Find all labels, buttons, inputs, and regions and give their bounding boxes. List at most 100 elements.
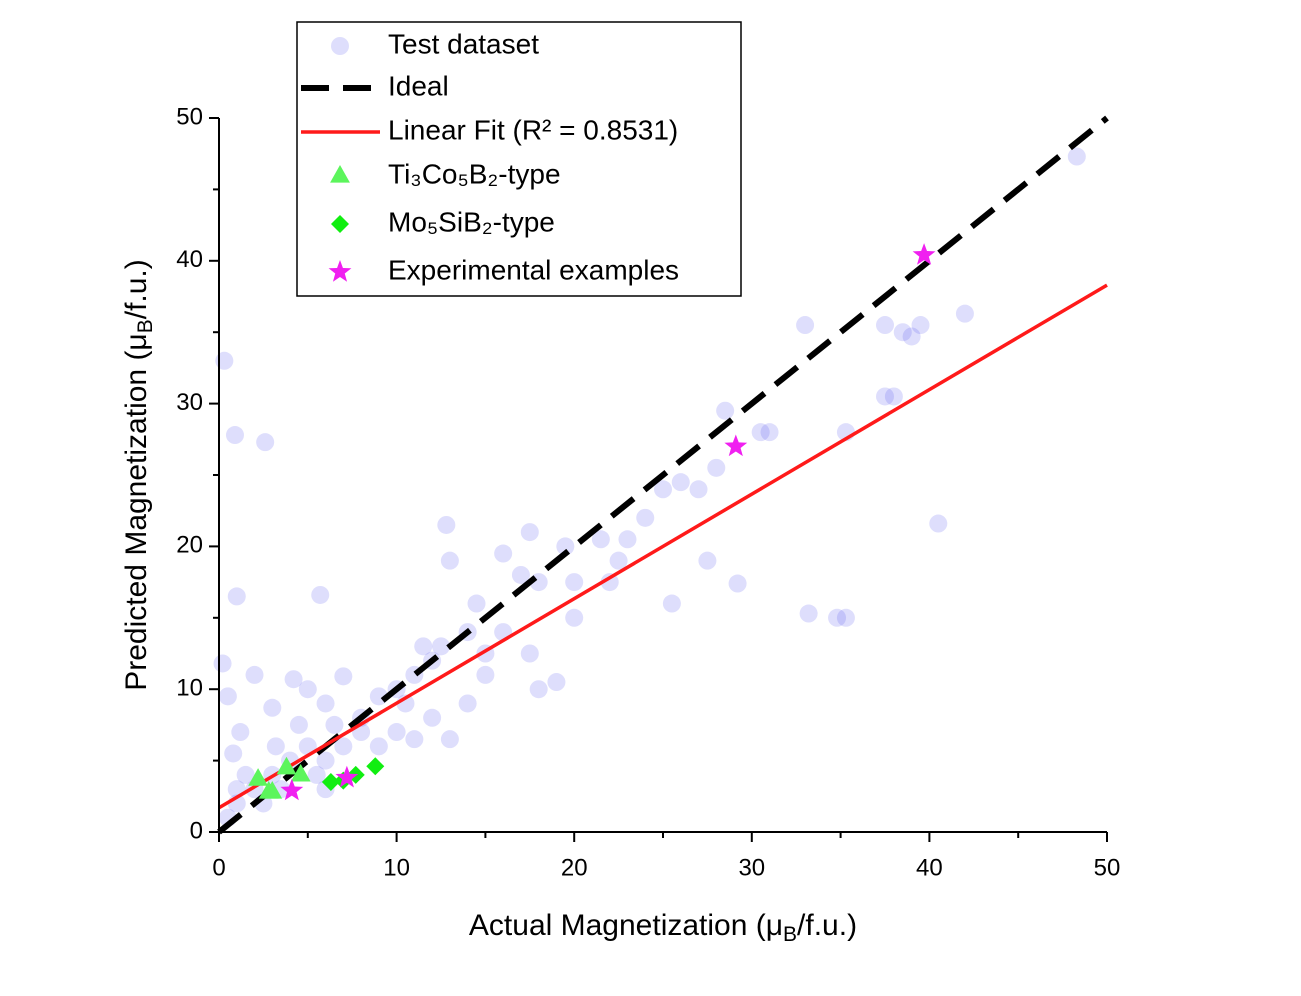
y-label-text: /f.u.): [120, 259, 153, 319]
star-marker: [335, 765, 359, 788]
point: [432, 637, 450, 656]
point: [458, 694, 477, 713]
y-tick-label: 0: [190, 817, 203, 844]
point: [387, 723, 406, 742]
legend-label: Test dataset: [388, 28, 539, 59]
point: [423, 708, 442, 727]
legend-label: Mo₅SiB₂-type: [388, 206, 555, 237]
point: [796, 316, 815, 335]
y-tick-label: 10: [176, 675, 203, 702]
x-tick-label: 10: [383, 854, 410, 881]
point: [316, 751, 335, 770]
point: [955, 304, 974, 323]
x-tick-label: 40: [916, 854, 943, 881]
point: [689, 480, 708, 499]
point: [224, 744, 243, 763]
plot-area: [213, 115, 1109, 835]
point: [334, 737, 353, 756]
point: [799, 604, 818, 623]
legend-label: Ti₃Co₅B₂-type: [388, 158, 561, 189]
point: [440, 730, 459, 749]
line-2: [218, 283, 1108, 810]
legend: Test dataset Ideal Linear Fit (R² = 0.8531…: [296, 21, 742, 297]
point: [467, 594, 486, 613]
point: [902, 327, 921, 346]
point: [225, 426, 244, 445]
point: [618, 530, 637, 549]
point: [266, 737, 285, 756]
x-label-sub: B: [783, 923, 797, 946]
point: [556, 537, 575, 556]
point: [636, 508, 655, 527]
point: [609, 551, 628, 570]
point: [929, 514, 948, 533]
star-marker: [328, 260, 352, 282]
point: [716, 401, 735, 420]
y-tick-label: 20: [176, 532, 203, 559]
star-marker: [912, 243, 936, 265]
point: [893, 323, 912, 342]
x-tick-label: 50: [1094, 854, 1121, 881]
legend-label: Ideal: [388, 70, 449, 101]
diamond-marker: [331, 215, 349, 233]
point: [245, 665, 264, 684]
point: [876, 387, 894, 406]
point: [600, 573, 619, 592]
star-marker: [724, 434, 748, 457]
point: [369, 737, 388, 756]
point: [231, 723, 250, 742]
point: [520, 523, 539, 542]
point: [884, 387, 903, 406]
x-axis-label: Actual Magnetization (μB/f.u.): [469, 909, 857, 946]
point: [751, 423, 770, 442]
point: [511, 565, 530, 584]
point: [728, 574, 747, 593]
x-tick-label: 30: [738, 854, 765, 881]
triangle-marker: [276, 756, 297, 775]
point: [284, 670, 303, 689]
legend-label: Experimental examples: [388, 254, 679, 285]
star-marker: [280, 778, 304, 801]
point: [311, 585, 330, 604]
point: [836, 608, 855, 627]
point: [876, 316, 894, 335]
point: [263, 698, 282, 717]
y-tick-label: 50: [176, 103, 203, 130]
point: [654, 480, 672, 499]
point: [529, 680, 548, 699]
x-tick-label: 20: [561, 854, 588, 881]
point: [236, 765, 255, 784]
y-axis-label: Predicted Magnetization (μB/f.u.): [120, 259, 157, 691]
point: [565, 608, 584, 627]
line-1: [217, 115, 1109, 835]
legend-box: [296, 21, 742, 297]
y-tick-label: 30: [176, 389, 203, 416]
point: [298, 680, 317, 699]
point: [325, 715, 344, 734]
x-tick-label: 0: [212, 854, 225, 881]
point: [698, 551, 717, 570]
diamond-marker: [321, 773, 340, 792]
point: [671, 473, 690, 492]
y-label-text: Predicted Magnetization (μ: [120, 333, 153, 690]
triangle-marker: [248, 768, 268, 786]
point: [565, 573, 584, 592]
point: [476, 665, 495, 684]
x-label-text: Actual Magnetization (μ: [469, 909, 783, 942]
point: [213, 654, 232, 673]
point: [256, 433, 275, 452]
point: [707, 458, 726, 477]
legend-label: Linear Fit (R² = 0.8531): [388, 114, 678, 145]
point: [591, 530, 610, 549]
point: [440, 551, 459, 570]
triangle-marker: [330, 165, 350, 183]
point: [405, 730, 424, 749]
diamond-marker: [366, 757, 385, 776]
point: [437, 515, 456, 534]
triangle-marker: [262, 781, 283, 799]
point: [414, 637, 433, 656]
point: [331, 37, 349, 55]
point: [760, 423, 779, 442]
axes: 0 10 20 30 40 50 0 10 20 30 40 50: [176, 103, 1120, 881]
point: [1067, 147, 1086, 166]
